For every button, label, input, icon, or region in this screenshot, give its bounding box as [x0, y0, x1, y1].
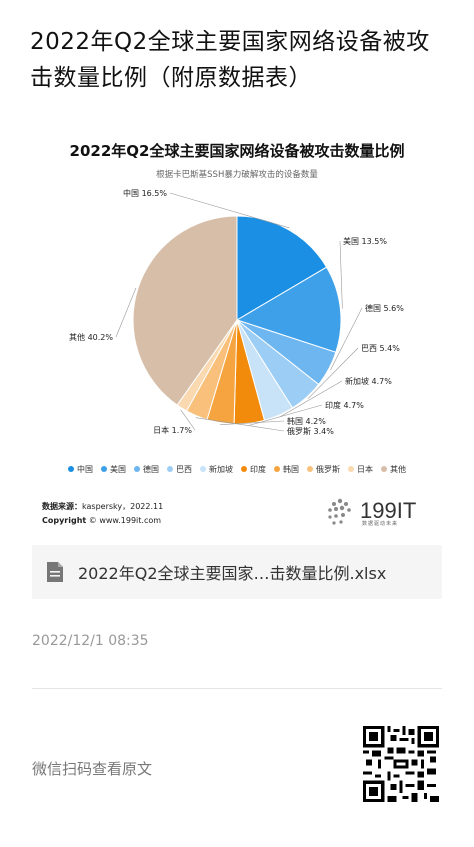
pie-slice-9 — [132, 215, 238, 406]
chart-title: 2022年Q2全球主要国家网络设备被攻击数量比例 — [69, 142, 405, 160]
pie-data-label-1: 美国 13.5% — [343, 236, 387, 246]
pie-data-label-7: 俄罗斯 3.4% — [287, 426, 334, 436]
pie-slice-0 — [236, 215, 328, 321]
pie-data-label-6: 韩国 4.2% — [287, 416, 326, 426]
source-label: 数据来源： — [42, 502, 82, 511]
legend-label-5: 印度 — [250, 464, 266, 474]
legend-label-6: 韩国 — [283, 464, 299, 474]
logo-text: 199IT — [360, 498, 417, 523]
legend-label-8: 日本 — [357, 464, 373, 474]
legend-item-5: 印度 — [241, 464, 266, 475]
attachment-filename[interactable]: 2022年Q2全球主要国家…击数量比例.xlsx — [78, 564, 387, 583]
page-title: 2022年Q2全球主要国家网络设备被攻击数量比例（附原数据表） — [30, 29, 430, 91]
legend-label-2: 德国 — [143, 464, 159, 474]
leader-line-6 — [220, 420, 285, 425]
source-block: 数据来源：kaspersky，2022.11 Copyright © www.1… — [42, 500, 163, 528]
document-icon — [46, 561, 64, 583]
legend-item-0: 中国 — [68, 464, 93, 475]
chart-image: 2022年Q2全球主要国家网络设备被攻击数量比例 根据卡巴斯基SSH暴力破解攻击… — [34, 120, 440, 532]
scan-prompt: 微信扫码查看原文 — [32, 760, 153, 778]
leader-line-8 — [180, 409, 196, 431]
logo-subtext: 数据驱动未来 — [362, 521, 399, 527]
source-value: kaspersky，2022.11 — [82, 502, 164, 511]
publish-timestamp: 2022/12/1 08:35 — [32, 633, 149, 649]
legend-item-2: 德国 — [134, 464, 159, 475]
pie-data-label-0: 中国 16.5% — [123, 188, 167, 198]
pie-data-label-9: 其他 40.2% — [69, 332, 113, 342]
legend-item-8: 日本 — [348, 464, 373, 475]
leader-line-4 — [279, 380, 343, 418]
legend-swatch-3 — [167, 466, 173, 472]
pie-chart: 中国 16.5% 美国 13.5% 德国 5.6% 巴西 5.4% 新加坡 4.7% 印度… — [69, 188, 404, 436]
legend-item-9: 其他 — [381, 464, 406, 475]
chart-legend: 中国 美国 德国 巴西 新加坡 印度 韩国 俄罗斯 日本 其他 — [68, 462, 438, 476]
qr-code-icon[interactable] — [363, 726, 439, 802]
pie-data-label-8: 日本 1.7% — [153, 425, 192, 435]
legend-swatch-2 — [134, 466, 140, 472]
pie-slice-1 — [235, 266, 342, 353]
legend-swatch-6 — [274, 466, 280, 472]
pie-data-label-3: 巴西 5.4% — [361, 344, 400, 353]
divider — [32, 688, 442, 689]
leader-line-5 — [249, 404, 323, 426]
leader-line-0 — [169, 192, 290, 229]
attachment-card[interactable]: 2022年Q2全球主要国家…击数量比例.xlsx — [32, 545, 442, 599]
legend-label-1: 美国 — [110, 464, 126, 474]
legend-label-0: 中国 — [77, 464, 93, 474]
legend-swatch-9 — [381, 466, 387, 472]
leader-line-9 — [115, 287, 137, 338]
leader-line-1 — [339, 240, 343, 309]
logo-dots-icon — [328, 498, 351, 525]
legend-label-3: 巴西 — [176, 464, 192, 474]
legend-item-7: 俄罗斯 — [307, 464, 340, 475]
pie-data-label-4: 新加坡 4.7% — [345, 376, 392, 386]
legend-item-1: 美国 — [101, 464, 126, 475]
legend-swatch-7 — [307, 466, 313, 472]
legend-swatch-5 — [241, 466, 247, 472]
legend-item-6: 韩国 — [274, 464, 299, 475]
legend-swatch-0 — [68, 466, 74, 472]
legend-item-3: 巴西 — [167, 464, 192, 475]
copyright-value: © www.199it.com — [88, 516, 162, 525]
pie-data-label-5: 印度 4.7% — [325, 400, 364, 410]
logo-199it: 199IT 数据驱动未来 — [324, 496, 434, 530]
copyright-label: Copyright — [42, 516, 87, 525]
legend-label-7: 俄罗斯 — [316, 464, 340, 474]
legend-label-4: 新加坡 — [209, 464, 233, 474]
legend-label-9: 其他 — [390, 464, 406, 474]
legend-swatch-8 — [348, 466, 354, 472]
legend-swatch-1 — [101, 466, 107, 472]
pie-data-label-2: 德国 5.6% — [365, 303, 404, 313]
leader-line-7 — [195, 417, 285, 432]
legend-item-4: 新加坡 — [200, 464, 233, 475]
leader-line-2 — [330, 307, 363, 371]
legend-swatch-4 — [200, 466, 206, 472]
leader-line-3 — [307, 347, 359, 400]
chart-subtitle: 根据卡巴斯基SSH暴力破解攻击的设备数量 — [156, 170, 318, 180]
